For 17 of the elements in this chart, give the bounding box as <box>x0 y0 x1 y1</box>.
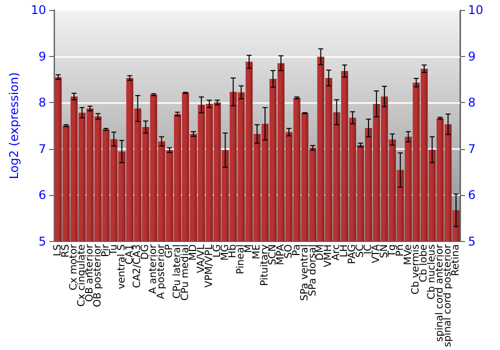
y-tick-label: 6 <box>38 188 46 202</box>
y2-tick-label: 6 <box>468 188 476 202</box>
y-axis-title: Log2 (expression) <box>7 72 21 180</box>
y-tick-label: 9 <box>38 49 46 64</box>
y2-tick-label: 7 <box>468 142 476 156</box>
x-tick-label: OB posterior <box>92 243 104 308</box>
y2-tick-label: 8 <box>468 96 476 110</box>
y2-tick-label: 5 <box>468 234 476 248</box>
y-tick-label: 8 <box>38 96 46 110</box>
x-tick-label: Retina <box>450 244 462 276</box>
y-tick-label: 5 <box>38 234 46 248</box>
x-tick-label: Tg <box>386 244 398 258</box>
y2-tick-label: 10 <box>468 3 484 17</box>
y2-tick-label: 9 <box>468 49 476 64</box>
y-tick-label: 10 <box>30 3 46 17</box>
x-tick-label: Pituitary <box>260 244 271 286</box>
y-tick-label: 7 <box>38 142 46 156</box>
